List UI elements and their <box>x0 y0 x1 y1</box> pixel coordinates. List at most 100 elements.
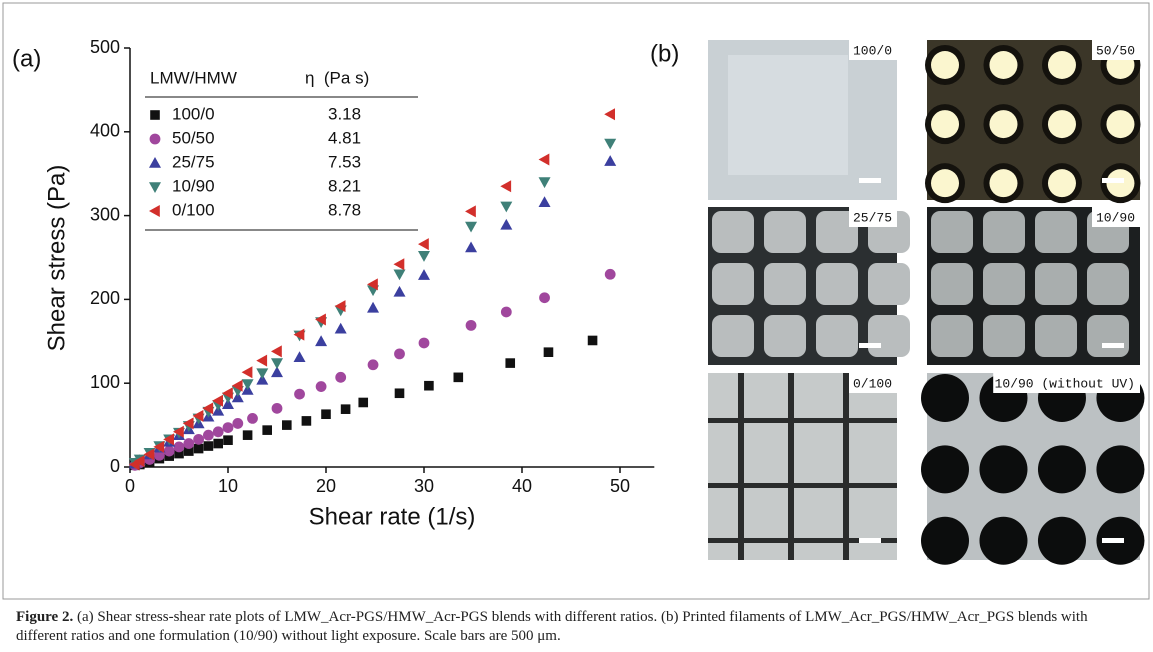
data-point <box>293 328 305 341</box>
x-tick-label: 10 <box>218 476 238 496</box>
data-point <box>315 313 326 326</box>
data-point <box>500 218 513 230</box>
data-point <box>247 412 258 424</box>
legend-label: 10/90 <box>172 176 215 195</box>
legend-marker <box>149 182 161 193</box>
image-feature <box>1035 263 1077 305</box>
micrograph: 10/90 <box>927 207 1140 365</box>
legend-value: 3.18 <box>328 104 361 123</box>
data-point <box>301 416 312 426</box>
data-point <box>182 417 194 430</box>
caption: Figure 2. (a) Shear stress-shear rate pl… <box>16 608 1136 646</box>
data-point <box>500 306 512 318</box>
image-feature <box>931 263 973 305</box>
data-point <box>293 351 306 363</box>
scale-bar <box>859 538 881 543</box>
data-point <box>203 441 214 451</box>
image-background <box>708 373 897 560</box>
image-feature <box>712 315 754 357</box>
data-point <box>231 379 243 392</box>
data-point <box>271 402 283 414</box>
y-tick-label: 0 <box>110 456 120 476</box>
data-point <box>367 278 378 291</box>
data-point <box>453 372 464 383</box>
image-feature <box>921 516 969 565</box>
data-point <box>183 438 195 449</box>
data-point <box>335 371 347 383</box>
y-tick-label: 500 <box>90 37 120 57</box>
data-point <box>256 373 269 385</box>
data-point <box>604 108 615 121</box>
data-point <box>393 258 405 271</box>
data-point <box>193 433 205 445</box>
data-point <box>418 269 430 280</box>
image-feature <box>764 315 806 357</box>
image-feature <box>1047 110 1076 139</box>
data-point <box>174 448 184 459</box>
image-feature <box>816 211 858 253</box>
x-tick-label: 40 <box>512 476 532 496</box>
y-axis-label: Shear stress (Pa) <box>43 165 70 352</box>
x-axis-label: Shear rate (1/s) <box>309 503 476 530</box>
image-feature <box>816 315 858 357</box>
data-point <box>394 348 405 360</box>
micrograph: 50/50 <box>925 40 1141 204</box>
legend-header: LMW/HMW <box>150 68 237 87</box>
data-point <box>465 319 477 331</box>
image-feature <box>1087 315 1129 357</box>
data-point <box>538 177 551 189</box>
data-point <box>184 446 194 456</box>
panel-label: (a) <box>12 45 41 72</box>
image-label-box <box>849 40 897 60</box>
legend-value: 8.78 <box>328 200 361 219</box>
image-feature <box>1037 516 1086 565</box>
data-point <box>271 358 283 370</box>
data-point <box>604 268 616 280</box>
caption-text: (a) Shear stress-shear rate plots of LMW… <box>16 609 1088 644</box>
legend-value: 7.53 <box>328 152 361 171</box>
data-point <box>222 398 234 409</box>
micrograph: 25/75 <box>708 207 910 365</box>
image-label: 100/0 <box>853 43 892 58</box>
image-feature <box>1106 110 1135 139</box>
image-feature <box>921 374 969 422</box>
data-point <box>539 292 550 304</box>
image-label: 10/90 <box>1096 210 1135 225</box>
image-feature <box>1035 315 1077 357</box>
data-point <box>232 418 244 429</box>
legend-marker <box>149 133 161 145</box>
scale-bar <box>1102 343 1124 348</box>
data-point <box>538 196 551 207</box>
legend-value: 4.81 <box>328 128 361 147</box>
data-point <box>163 433 174 446</box>
image-feature <box>931 211 973 253</box>
data-point <box>173 425 184 438</box>
data-point <box>604 155 617 166</box>
micrograph: 100/0 <box>708 40 897 200</box>
data-point <box>153 440 165 453</box>
image-feature <box>816 263 858 305</box>
image-feature <box>843 373 849 560</box>
data-point <box>212 426 224 438</box>
data-point <box>241 379 254 391</box>
data-point <box>154 449 165 461</box>
legend-marker <box>149 157 161 168</box>
image-feature <box>931 110 959 139</box>
data-point <box>604 138 617 150</box>
image-feature <box>983 211 1025 253</box>
legend-label: 0/100 <box>172 200 215 219</box>
data-point <box>315 335 328 347</box>
data-point <box>418 238 429 251</box>
image-feature <box>1047 169 1076 198</box>
image-feature <box>989 169 1018 198</box>
image-label: 50/50 <box>1096 43 1135 58</box>
image-feature <box>989 51 1018 79</box>
scale-bar <box>1102 178 1124 183</box>
x-tick-label: 50 <box>610 476 630 496</box>
data-point <box>465 241 478 253</box>
data-point <box>242 430 253 440</box>
image-label-box <box>1092 207 1140 227</box>
image-label-box <box>849 373 897 393</box>
figure: (a) Shear rate (1/s) Shear stress (Pa) (… <box>2 2 1150 600</box>
